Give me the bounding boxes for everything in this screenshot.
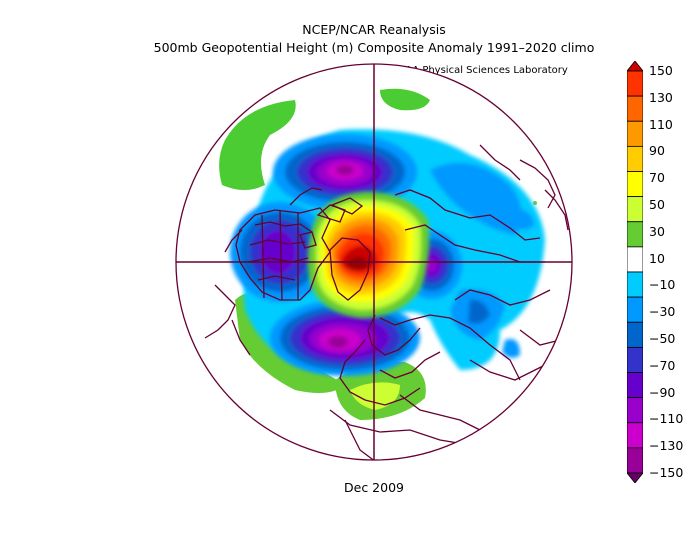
- colorbar-swatch: [627, 321, 643, 348]
- colorbar-swatch: [627, 171, 643, 198]
- chart-title: NCEP/NCAR Reanalysis: [302, 22, 446, 37]
- colorbar-swatch: [627, 95, 643, 122]
- colorbar-top-arrow: [627, 61, 643, 72]
- colorbar-swatch: [627, 397, 643, 424]
- colorbar-swatch: [627, 447, 643, 474]
- colorbar-swatch: [627, 221, 643, 248]
- anomaly-field: [176, 64, 572, 460]
- colorbar-tick-label: −10: [649, 277, 676, 293]
- colorbar-bottom-arrow: [627, 472, 643, 483]
- colorbar-tick-label: −50: [649, 331, 676, 346]
- colorbar-tick-label: −150: [649, 465, 684, 480]
- colorbar-tick-label: 110: [649, 116, 673, 132]
- colorbar-tick-label: −130: [649, 438, 684, 454]
- colorbar-swatch: [627, 196, 643, 223]
- colorbar-tick-label: 130: [649, 89, 673, 105]
- colorbar-tick-label: 50: [649, 197, 665, 212]
- colorbar-tick-label: −110: [649, 411, 684, 427]
- colorbar-swatch: [627, 145, 643, 172]
- colorbar-swatch: [627, 120, 643, 147]
- colorbar-swatch: [627, 422, 643, 449]
- colorbar-swatch: [627, 271, 643, 298]
- colorbar-tick-label: −30: [649, 304, 676, 320]
- colorbar-tick-label: −90: [649, 384, 676, 400]
- colorbar-tick-label: 30: [649, 223, 665, 239]
- colorbar-tick-label: 150: [649, 63, 673, 78]
- colorbar-tick-label: −70: [649, 357, 676, 373]
- colorbar-swatch: [627, 346, 643, 373]
- chart-subtitle: 500mb Geopotential Height (m) Composite …: [153, 40, 595, 55]
- colorbar-tick-label: 90: [649, 143, 665, 159]
- colorbar-swatch: [627, 372, 643, 399]
- attribution-label: NOAA Physical Sciences Laboratory: [390, 65, 568, 76]
- colorbar: [627, 61, 643, 483]
- date-label: Dec 2009: [344, 480, 404, 495]
- map-boundary: [175, 63, 573, 461]
- colorbar-tick-label: 10: [649, 250, 665, 266]
- colorbar-tick-label: 70: [649, 170, 665, 186]
- colorbar-swatch: [627, 296, 643, 323]
- colorbar-swatch: [627, 246, 643, 273]
- colorbar-swatch: [627, 70, 643, 97]
